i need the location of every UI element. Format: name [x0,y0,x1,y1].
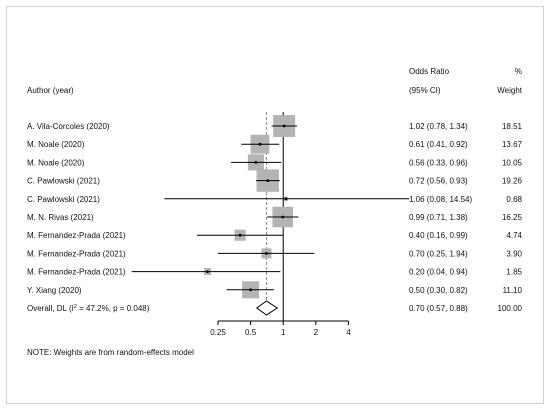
study-point-estimate [206,270,209,273]
study-weight-text: 19.26 [502,177,523,186]
study-row: M. Noale (2020) 0.61 (0.41, 0.92) 13.67 [27,134,523,154]
study-point-estimate [281,215,285,219]
study-row: M. Fernandez-Prada (2021) 0.20 (0.04, 0.9… [27,268,523,277]
overall-diamond [255,300,279,316]
study-point-estimate [266,179,270,183]
study-weight-text: 18.51 [502,122,523,131]
header-author: Author (year) [27,86,74,95]
study-row: C. Pawlowski (2021) 0.72 (0.56, 0.93) 19.2… [27,169,523,192]
study-ci-text: 0.20 (0.04, 0.94) [409,268,468,277]
overall-label-prefix: Overall, DL (I [27,304,74,313]
study-weight-text: 13.67 [502,140,523,149]
x-tick-label: 2 [314,328,319,337]
study-row: A. Vila-Corcoles (2020) 1.02 (0.78, 1.34)… [27,115,523,137]
study-point-estimate [284,197,288,201]
study-point-estimate [258,142,262,146]
study-row: M. N. Rivas (2021) 0.99 (0.71, 1.38) 16.25 [27,206,523,228]
header-percent: % [515,67,522,76]
study-point-estimate [238,233,242,237]
study-ci-text: 0.56 (0.33, 0.96) [409,158,468,167]
study-weight-text: 16.25 [502,213,523,222]
study-ci-text: 0.40 (0.16, 0.99) [409,231,468,240]
frame-border [6,6,544,404]
study-point-estimate [249,288,253,292]
study-author: Y. Xiang (2020) [27,286,82,295]
study-ci-text: 1.06 (0.08, 14.54) [409,195,472,204]
study-point-estimate [254,161,258,164]
study-row: M. Fernandez-Prada (2021) 0.70 (0.25, 1.9… [27,248,523,259]
overall-label: Overall, DL (I2 = 47.2%, p = 0.048) [27,304,150,313]
study-author: M. Fernandez-Prada (2021) [27,231,126,240]
study-ci-text: 0.70 (0.25, 1.94) [409,249,468,258]
study-author: M. Noale (2020) [27,140,85,149]
study-weight-text: 3.90 [506,249,522,258]
header-ci: (95% CI) [409,86,441,95]
header-weight: Weight [497,86,523,95]
study-ci-text: 0.72 (0.56, 0.93) [409,177,468,186]
header-odds-ratio: Odds Ratio [409,67,450,76]
study-rows: A. Vila-Corcoles (2020) 1.02 (0.78, 1.34)… [27,115,523,299]
x-tick-label: 0.5 [245,328,257,337]
x-axis: 0.25 0.5 1 2 4 [210,320,351,337]
x-tick-label: 4 [346,328,351,337]
study-row: M. Fernandez-Prada (2021) 0.40 (0.16, 0.9… [27,229,523,241]
study-author: C. Pawlowski (2021) [27,177,100,186]
study-weight-text: 1.85 [506,268,522,277]
study-row: M. Noale (2020) 0.56 (0.33, 0.96) 10.05 [27,154,523,171]
x-tick-label: 0.25 [210,328,226,337]
study-author: M. Fernandez-Prada (2021) [27,249,126,258]
study-ci-text: 0.50 (0.30, 0.82) [409,286,468,295]
study-point-estimate [265,252,268,255]
study-weight-text: 0.68 [506,195,522,204]
study-author: M. Fernandez-Prada (2021) [27,268,126,277]
overall-ci-text: 0.70 (0.57, 0.88) [409,304,468,313]
study-author: M. Noale (2020) [27,158,85,167]
study-author: A. Vila-Corcoles (2020) [27,122,110,131]
plot-frame [6,6,544,404]
study-weight-text: 10.05 [502,158,523,167]
study-ci-text: 0.61 (0.41, 0.92) [409,140,468,149]
study-author: M. N. Rivas (2021) [27,213,94,222]
overall-label-suffix: = 47.2%, p = 0.048) [77,304,150,313]
column-headers: Author (year) Odds Ratio (95% CI) % Weig… [27,67,523,95]
overall-label-superscript: 2 [74,304,77,310]
study-author: C. Pawlowski (2021) [27,195,100,204]
study-ci-text: 0.99 (0.71, 1.38) [409,213,468,222]
overall-row: Overall, DL (I2 = 47.2%, p = 0.048) 0.70 … [27,300,523,316]
study-row: Y. Xiang (2020) 0.50 (0.30, 0.82) 11.10 [27,281,523,299]
study-row: C. Pawlowski (2021) 1.06 (0.08, 14.54) 0.6… [27,195,523,204]
study-point-estimate [282,124,286,128]
footnote: NOTE: Weights are from random-effects mo… [27,348,194,357]
study-weight-text: 4.74 [506,231,522,240]
overall-weight-text: 100.00 [498,304,523,313]
study-ci-text: 1.02 (0.78, 1.34) [409,122,468,131]
study-weight-text: 11.10 [503,286,523,295]
x-tick-label: 1 [281,328,286,337]
